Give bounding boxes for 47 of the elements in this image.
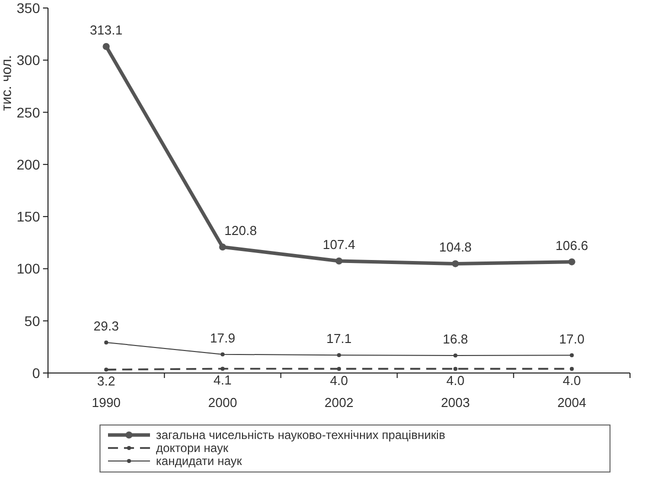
y-tick-label: 350 — [16, 0, 40, 16]
legend-label: кандидати наук — [156, 454, 243, 468]
data-label: 107.4 — [322, 236, 356, 252]
point — [337, 353, 341, 358]
point — [453, 366, 458, 371]
data-label: 29.3 — [94, 318, 119, 334]
data-label: 4.1 — [214, 372, 232, 388]
y-tick-label: 50 — [24, 312, 40, 329]
x-tick-label: 2003 — [440, 395, 470, 410]
y-tick-label: 0 — [32, 365, 40, 381]
data-label: 17.1 — [326, 331, 352, 346]
data-label: 104.8 — [439, 240, 472, 255]
x-tick-label: 2002 — [324, 395, 354, 410]
point — [570, 353, 574, 358]
point — [452, 260, 459, 268]
y-axis-title: тис. чол. — [0, 55, 14, 111]
data-label: 17.0 — [559, 331, 584, 346]
y-tick-label: 300 — [16, 52, 40, 68]
point — [104, 340, 108, 344]
y-tick-label: 150 — [16, 208, 40, 225]
data-label: 17.9 — [210, 330, 236, 346]
data-label: 3.2 — [97, 374, 116, 389]
point — [220, 352, 225, 356]
legend-label: доктори наук — [156, 441, 229, 455]
data-label: 4.0 — [330, 372, 348, 388]
point — [102, 42, 110, 50]
data-label: 4.0 — [562, 372, 581, 388]
x-tick-label: 2000 — [208, 395, 238, 410]
y-tick-label: 250 — [16, 104, 40, 120]
data-label: 4.0 — [446, 372, 464, 388]
point — [570, 366, 574, 371]
point — [104, 368, 108, 372]
data-label: 106.6 — [556, 238, 588, 253]
y-tick-label: 100 — [16, 260, 40, 277]
point — [568, 258, 576, 266]
data-label: 313.1 — [90, 22, 122, 38]
point — [336, 257, 342, 264]
point — [220, 366, 225, 371]
y-tick-label: 200 — [16, 156, 40, 172]
data-label: 120.8 — [224, 223, 257, 238]
point — [219, 244, 226, 251]
legend-label: загальна чисельність науково-технічних працівників — [156, 428, 446, 442]
x-tick-label: 2004 — [557, 395, 586, 410]
data-label: 16.8 — [442, 331, 468, 346]
x-tick-label: 1990 — [92, 395, 121, 410]
point — [337, 366, 341, 371]
point — [453, 353, 458, 358]
